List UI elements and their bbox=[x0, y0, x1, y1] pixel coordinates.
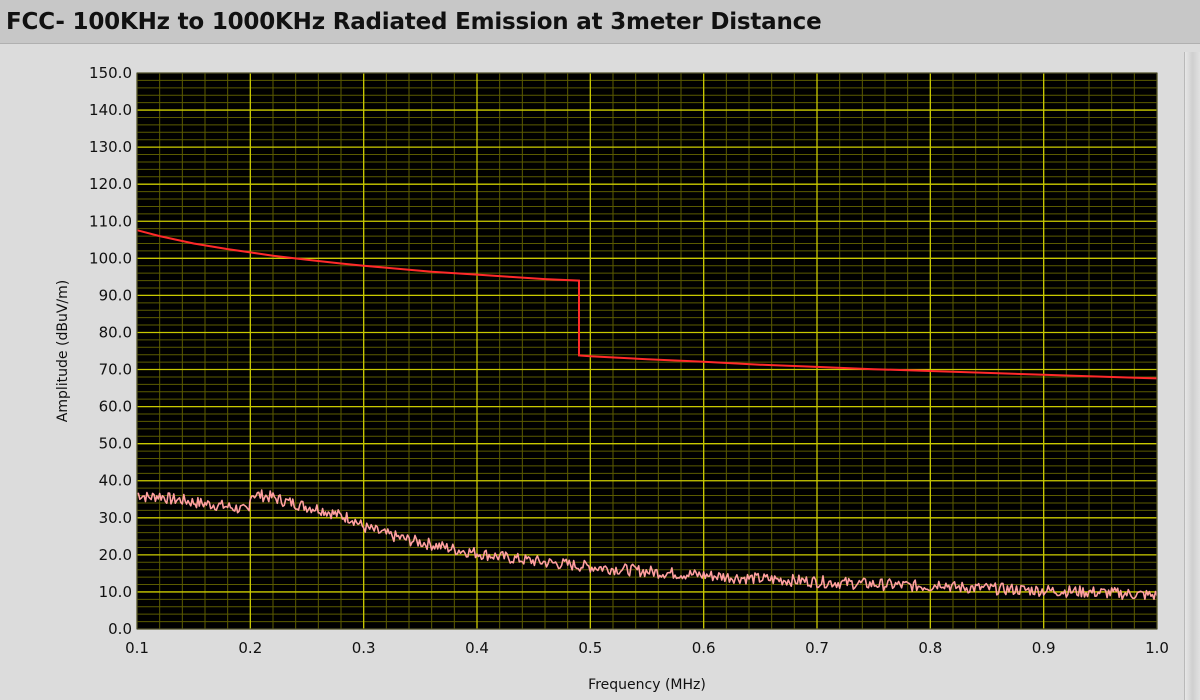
y-tick-label: 100.0 bbox=[89, 249, 132, 267]
x-axis: 0.1 0.2 0.3 0.4 0.5 0.6 0.7 0.8 0.9 1.0 bbox=[125, 639, 1169, 657]
page-title: FCC- 100KHz to 1000KHz Radiated Emission… bbox=[6, 9, 822, 35]
y-axis-label: Amplitude (dBuV/m) bbox=[55, 280, 71, 422]
y-tick-label: 10.0 bbox=[99, 583, 132, 601]
y-tick-label: 150.0 bbox=[89, 64, 132, 82]
x-tick-label: 0.3 bbox=[352, 639, 376, 657]
y-axis: 0.0 10.0 20.0 30.0 40.0 50.0 60.0 70.0 80.0 90.0 1… bbox=[89, 64, 132, 638]
y-tick-label: 140.0 bbox=[89, 101, 132, 119]
x-tick-label: 0.7 bbox=[805, 639, 829, 657]
x-tick-label: 0.9 bbox=[1032, 639, 1056, 657]
plot-frame bbox=[136, 72, 1158, 630]
y-tick-label: 90.0 bbox=[99, 286, 132, 304]
y-tick-label: 130.0 bbox=[89, 138, 132, 156]
y-tick-label: 120.0 bbox=[89, 175, 132, 193]
y-tick-label: 30.0 bbox=[99, 509, 132, 527]
y-tick-label: 60.0 bbox=[99, 398, 132, 416]
x-tick-label: 0.6 bbox=[692, 639, 716, 657]
x-tick-label: 0.5 bbox=[578, 639, 602, 657]
title-bar: FCC- 100KHz to 1000KHz Radiated Emission… bbox=[0, 0, 1200, 44]
limit-line bbox=[136, 229, 1158, 380]
y-tick-label: 0.0 bbox=[108, 620, 132, 638]
vertical-scrollbar[interactable] bbox=[1184, 52, 1200, 700]
y-tick-label: 50.0 bbox=[99, 435, 132, 453]
plot-area bbox=[137, 73, 1157, 629]
x-tick-label: 0.8 bbox=[918, 639, 942, 657]
y-tick-label: 70.0 bbox=[99, 361, 132, 379]
x-tick-label: 0.1 bbox=[125, 639, 149, 657]
series-layer bbox=[136, 229, 1158, 601]
x-tick-label: 1.0 bbox=[1145, 639, 1169, 657]
x-axis-label: Frequency (MHz) bbox=[588, 677, 706, 693]
y-tick-label: 80.0 bbox=[99, 323, 132, 341]
x-tick-label: 0.2 bbox=[238, 639, 262, 657]
x-tick-label: 0.4 bbox=[465, 639, 489, 657]
measurement-trace bbox=[136, 489, 1158, 601]
y-tick-label: 40.0 bbox=[99, 472, 132, 490]
y-tick-label: 110.0 bbox=[89, 212, 132, 230]
y-tick-label: 20.0 bbox=[99, 546, 132, 564]
